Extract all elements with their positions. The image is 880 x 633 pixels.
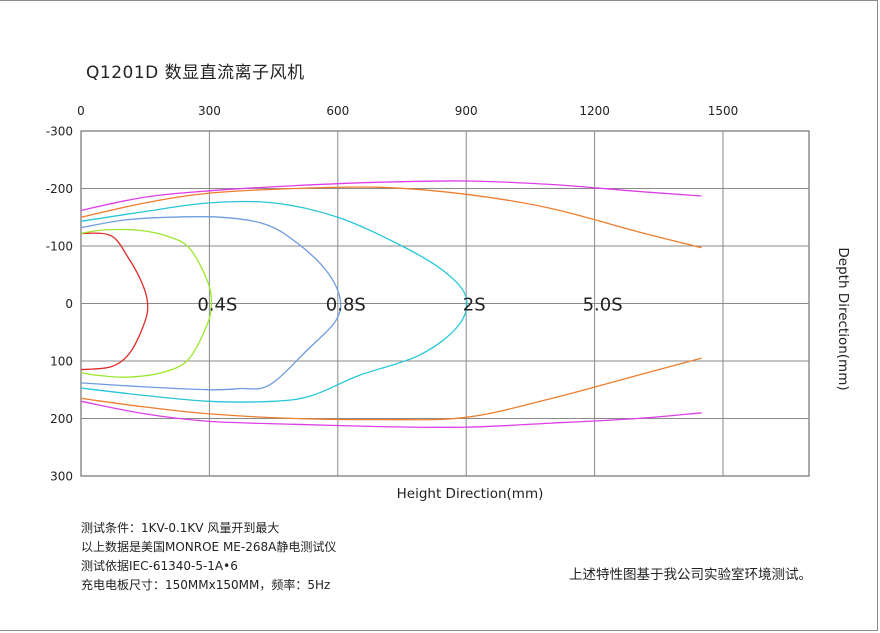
time-annotation: 5.0S	[583, 295, 623, 316]
test-notes: 测试条件：1KV-0.1KV 风量开到最大 以上数据是美国MONROE ME-2…	[81, 519, 336, 595]
time-annotation: 0.4S	[197, 295, 237, 316]
series-line	[80, 200, 468, 403]
y-tick-label: -100	[46, 240, 73, 254]
y-tick-label: 100	[50, 355, 73, 369]
series-line	[80, 400, 702, 428]
time-annotation: 2S	[463, 295, 486, 316]
series-line	[80, 180, 702, 212]
note-plate-size: 充电电板尺寸：150MMx150MM，频率：5Hz	[81, 578, 331, 592]
y-tick-label: 200	[50, 412, 73, 426]
series-line	[80, 357, 702, 421]
annotation-layer: 0.4S 0.8S 2S 5.0S	[197, 295, 622, 316]
x-tick-label: 1200	[579, 104, 610, 118]
grid-layer	[80, 130, 810, 477]
x-axis-label: Height Direction(mm)	[397, 486, 544, 502]
x-tick-label: 300	[198, 104, 221, 118]
note-instrument: 以上数据是美国MONROE ME-268A静电测试仪	[81, 540, 337, 554]
page-title: Q1201D 数显直流离子风机	[86, 63, 305, 83]
series-layer	[80, 180, 702, 428]
note-standard: 测试依据IEC-61340-5-1A•6	[81, 559, 238, 573]
note-test-conditions: 测试条件：1KV-0.1KV 风量开到最大	[81, 521, 280, 535]
tick-layer: 0 300 600 900 1200 1500 -300 -200 -100 0 100 200 300	[46, 104, 739, 484]
time-annotation: 0.8S	[326, 295, 366, 316]
x-tick-label: 0	[77, 104, 85, 118]
y-tick-label: -300	[46, 125, 73, 139]
series-line	[80, 215, 342, 391]
series-line	[80, 228, 213, 378]
x-tick-label: 1500	[708, 104, 739, 118]
y-axis-label: Depth Direction(mm)	[835, 247, 851, 390]
x-tick-label: 600	[326, 104, 349, 118]
x-tick-label: 900	[455, 104, 478, 118]
series-line	[80, 186, 702, 249]
y-tick-label: -200	[46, 182, 73, 196]
series-line	[80, 232, 149, 371]
y-tick-label: 300	[50, 470, 73, 484]
y-tick-label: 0	[65, 297, 73, 311]
footer-note: 上述特性图基于我公司实验室环境测试。	[569, 567, 812, 583]
